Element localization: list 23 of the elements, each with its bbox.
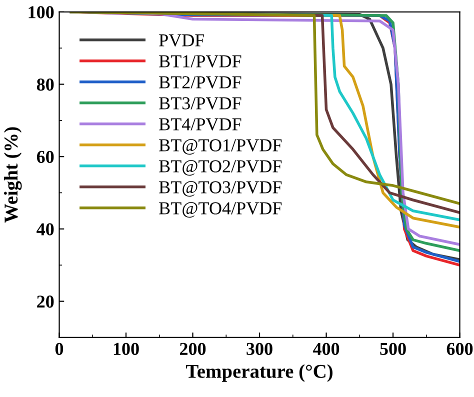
y-tick-label: 60 (36, 150, 54, 164)
legend-label: PVDF (159, 34, 204, 46)
x-tick-label: 200 (180, 342, 206, 356)
y-tick-label: 20 (37, 296, 54, 308)
x-tick-label: 400 (312, 342, 340, 356)
x-tick-label: 100 (114, 342, 139, 356)
x-tick-label: 600 (446, 342, 473, 356)
x-tick-label: 0 (55, 342, 64, 356)
legend-label: BT2/PVDF (159, 76, 242, 88)
y-axis-title: Weight (%) (4, 127, 22, 223)
legend-label: BT@TO2/PVDF (159, 160, 282, 176)
legend-label: BT1/PVDF (159, 55, 242, 68)
x-tick-label: 500 (380, 342, 406, 356)
y-tick-label: 40 (36, 223, 54, 236)
y-tick-label: 80 (36, 78, 54, 91)
legend-label: BT@TO1/PVDF (159, 139, 282, 155)
x-tick-label: 300 (246, 342, 272, 356)
legend-label: BT@TO3/PVDF (159, 181, 282, 197)
x-axis-title: Temperature (°C) (186, 364, 332, 382)
legend-label: BT4/PVDF (159, 118, 242, 130)
legend-label: BT@TO4/PVDF (159, 202, 282, 218)
legend-label: BT3/PVDF (159, 97, 242, 110)
y-tick-label: 100 (28, 6, 54, 18)
